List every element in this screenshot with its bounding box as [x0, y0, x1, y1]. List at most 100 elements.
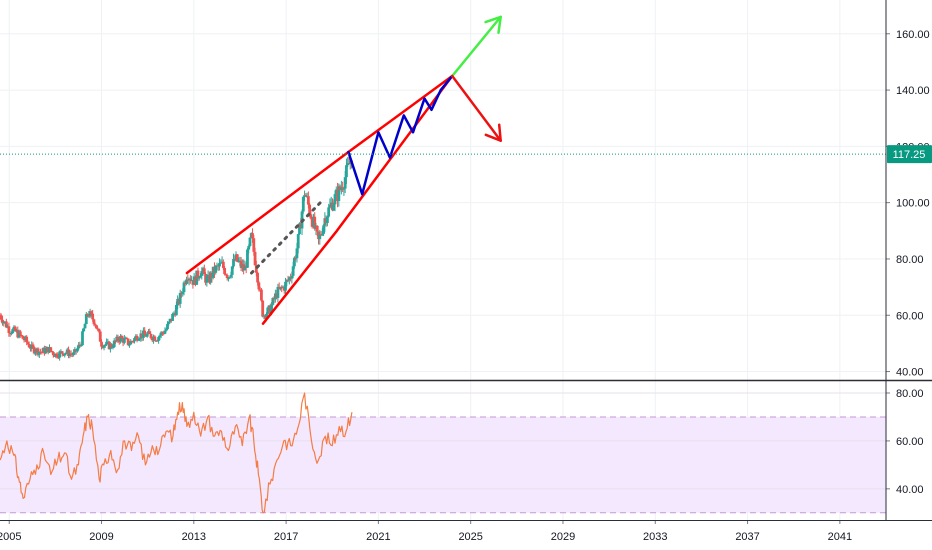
candle-up [119, 335, 122, 342]
candle-down [120, 335, 124, 338]
candle-down [315, 225, 319, 232]
wedge-lower-trendline[interactable] [261, 74, 454, 325]
rsi-tick-label: 40.00 [896, 484, 924, 496]
candle-down [286, 279, 290, 281]
rsi-tick-label: 80.00 [896, 388, 924, 400]
candle-up [327, 207, 331, 217]
candle-up [133, 337, 136, 342]
candle-up [248, 237, 252, 246]
candle-down [148, 331, 152, 334]
candle-down [221, 261, 225, 268]
rsi-line [0, 392, 353, 514]
candle-up [157, 336, 161, 341]
price-tick-label: 100.00 [896, 198, 930, 210]
candle-up [284, 281, 287, 291]
candle-up [326, 216, 329, 224]
candle-down [261, 300, 265, 317]
candle-up [181, 292, 185, 294]
time-tick-label: 2013 [182, 531, 206, 543]
candle-down [25, 336, 29, 343]
candle-up [111, 347, 115, 349]
bearish-arrow-shaft[interactable] [450, 74, 502, 142]
candle-down [1, 319, 4, 324]
candle-up [64, 352, 68, 354]
candle-up [102, 345, 106, 348]
candle-down [306, 196, 310, 205]
candle-down [153, 336, 157, 341]
price-tick-label: 80.00 [896, 254, 924, 266]
projected-zigzag-path[interactable] [347, 74, 454, 196]
candle-down [91, 313, 95, 320]
candle-up [178, 292, 182, 304]
candle-up [129, 341, 133, 345]
bearish-arrow-head[interactable] [484, 123, 502, 142]
candle-up [276, 286, 280, 298]
candle-up [88, 311, 92, 317]
candle-up [232, 258, 235, 267]
candle-down [149, 333, 153, 339]
candle-down [18, 331, 22, 336]
candle-down [253, 251, 257, 266]
candle-up [270, 304, 273, 314]
candle-down [36, 348, 40, 355]
candle-up [197, 277, 201, 279]
candle-up [298, 223, 301, 235]
candle-down [21, 335, 25, 339]
candle-up [333, 194, 337, 205]
time-tick-label: 2005 [0, 531, 21, 543]
candle-up [166, 323, 169, 330]
rsi-panel[interactable]: 40.00 60.00 80.00 [0, 381, 924, 520]
candle-up [228, 276, 232, 278]
candle-down [4, 321, 8, 328]
price-tick-label: 160.00 [896, 29, 930, 41]
candle-down [239, 260, 243, 268]
candle-up [332, 204, 336, 211]
time-tick-label: 2025 [458, 531, 482, 543]
candle-up [328, 204, 332, 208]
candle-up [37, 351, 41, 355]
candle-down [251, 233, 254, 239]
candle-down [55, 353, 59, 358]
candle-down [116, 336, 120, 341]
price-panel[interactable]: 40.0060.0080.00100.00120.00140.00160.001… [0, 0, 932, 380]
candle-up [79, 345, 83, 347]
candle-down [100, 341, 103, 347]
candle-up [322, 225, 325, 234]
rsi-tick-label: 60.00 [896, 436, 924, 448]
last-price-tag [887, 145, 932, 164]
candle-up [246, 249, 249, 268]
candle-down [223, 267, 227, 275]
candle-down [313, 216, 317, 229]
candle-down [155, 340, 159, 342]
candle-down [69, 353, 73, 355]
candle-up [103, 344, 107, 346]
candle-down [13, 326, 17, 332]
price-tick-label: 60.00 [896, 310, 924, 322]
candle-up [271, 298, 275, 305]
dotted-trend-line[interactable] [250, 198, 325, 275]
candle-down [98, 331, 102, 342]
candle-up [318, 234, 322, 240]
bullish-arrow-head[interactable] [484, 15, 502, 34]
candle-down [256, 272, 260, 283]
time-tick-label: 2017 [274, 531, 298, 543]
candle-up [145, 333, 149, 337]
candle-down [257, 282, 261, 290]
candle-up [128, 344, 131, 346]
candle-up [167, 321, 171, 324]
candle-down [188, 278, 192, 281]
candle-up [77, 344, 81, 349]
bullish-arrow-shaft[interactable] [450, 15, 502, 78]
price-tick-label: 40.00 [896, 367, 924, 379]
candle-up [230, 266, 234, 275]
candle-up [122, 338, 126, 343]
candle-down [26, 342, 30, 345]
time-tick-label: 2021 [366, 531, 390, 543]
candle-down [0, 315, 3, 320]
candle-up [10, 333, 13, 335]
candle-up [295, 248, 299, 259]
candle-down [254, 265, 258, 273]
candle-down [89, 311, 93, 314]
